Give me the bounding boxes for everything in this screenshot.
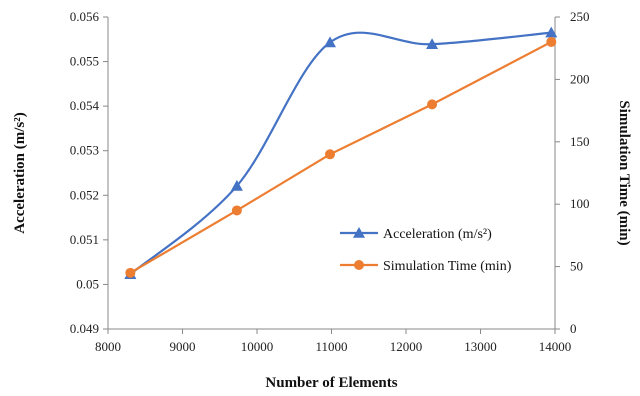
legend-triangle-marker bbox=[353, 227, 365, 238]
y-left-tick-label: 0.051 bbox=[70, 232, 99, 247]
y-right-tick-label: 200 bbox=[570, 71, 590, 86]
y-left-tick-label: 0.053 bbox=[70, 143, 99, 158]
axes-layer: 8000 9000 10000 11000 12000 13000 14000 0.049 0.… bbox=[70, 9, 590, 354]
y-axis-title-right: Simulation Time (min) bbox=[616, 100, 632, 245]
series-line bbox=[129, 31, 552, 276]
x-tick-label: 12000 bbox=[390, 339, 423, 354]
x-tick-label: 8000 bbox=[95, 339, 121, 354]
circle-marker bbox=[231, 205, 242, 216]
x-tick-label: 13000 bbox=[464, 339, 497, 354]
series-simulation-time bbox=[125, 36, 557, 278]
series-layer bbox=[124, 26, 558, 279]
triangle-marker bbox=[426, 38, 439, 49]
y-right-tick-label: 50 bbox=[570, 259, 583, 274]
triangle-marker bbox=[545, 26, 558, 38]
triangle-marker bbox=[230, 179, 243, 191]
y-axis-title-left: Acceleration (m/s²) bbox=[12, 112, 28, 234]
triangle-marker bbox=[324, 36, 337, 48]
legend-item: Acceleration (m/s²) bbox=[340, 227, 492, 242]
circle-marker bbox=[546, 36, 557, 47]
y-left-tick-label: 0.05 bbox=[76, 276, 99, 291]
circle-marker bbox=[427, 99, 438, 110]
legend: Acceleration (m/s²) Simulation Time (min) bbox=[340, 227, 512, 274]
series-acceleration bbox=[124, 26, 558, 279]
y-left-tick-label: 0.054 bbox=[70, 98, 100, 113]
legend-item: Simulation Time (min) bbox=[340, 259, 512, 274]
x-tick-label: 9000 bbox=[170, 339, 196, 354]
x-tick-label: 11000 bbox=[315, 339, 347, 354]
x-axis-title: Number of Elements bbox=[265, 375, 397, 391]
legend-circle-marker bbox=[354, 260, 364, 270]
y-left-tick-label: 0.056 bbox=[70, 9, 100, 24]
y-right-tick-label: 250 bbox=[570, 9, 590, 24]
y-left-tick-label: 0.055 bbox=[70, 54, 99, 69]
circle-marker bbox=[125, 267, 136, 278]
x-tick-label: 10000 bbox=[241, 339, 274, 354]
x-tick-label: 14000 bbox=[539, 339, 572, 354]
y-left-tick-label: 0.049 bbox=[70, 321, 99, 336]
y-right-tick-label: 0 bbox=[570, 321, 577, 336]
circle-marker bbox=[325, 149, 336, 160]
y-right-tick-label: 100 bbox=[570, 196, 590, 211]
legend-label: Acceleration (m/s²) bbox=[383, 227, 492, 242]
legend-label: Simulation Time (min) bbox=[383, 259, 512, 274]
y-right-tick-label: 150 bbox=[570, 134, 590, 149]
y-left-tick-label: 0.052 bbox=[70, 187, 99, 202]
